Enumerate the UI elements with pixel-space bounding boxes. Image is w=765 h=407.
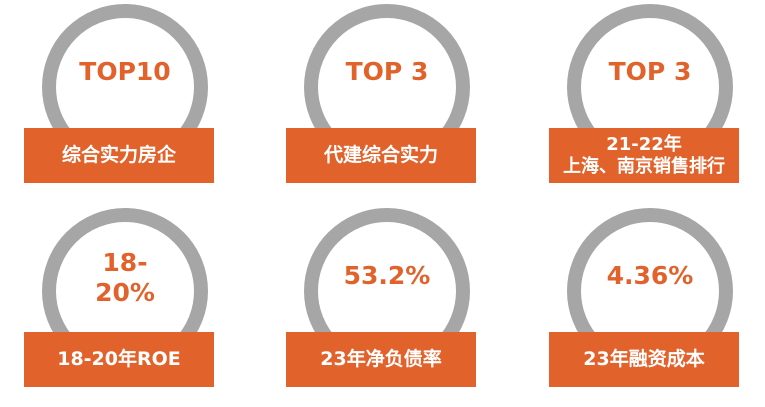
stat-label: 21-22年 上海、南京销售排行 bbox=[549, 128, 739, 183]
stat-value: TOP 3 bbox=[345, 56, 429, 86]
stat-label-line: 21-22年 bbox=[606, 133, 682, 155]
stat-value: 18- 20% bbox=[42, 208, 208, 342]
stat-label: 23年融资成本 bbox=[549, 332, 739, 387]
stat-label: 23年净负债率 bbox=[286, 332, 476, 387]
stat-value: TOP10 bbox=[79, 56, 171, 86]
stat-tile-financing-cost: 4.36% 23年融资成本 bbox=[549, 204, 739, 394]
stat-tile-roe: 18- 20% 18-20年ROE bbox=[24, 204, 214, 394]
stat-label: 18-20年ROE bbox=[24, 332, 214, 387]
stat-tile-rank-construction: TOP 3 代建综合实力 bbox=[286, 0, 476, 190]
stat-label-line: 上海、南京销售排行 bbox=[563, 155, 725, 177]
stat-label: 代建综合实力 bbox=[286, 128, 476, 183]
stat-value: 53.2% bbox=[343, 260, 431, 290]
stat-label: 综合实力房企 bbox=[24, 128, 214, 183]
stat-value: 4.36% bbox=[606, 260, 694, 290]
stat-tile-net-debt-ratio: 53.2% 23年净负债率 bbox=[286, 204, 476, 394]
stat-value-line: 20% bbox=[95, 278, 155, 307]
stat-value: TOP 3 bbox=[608, 56, 692, 86]
stat-tile-rank-overall: TOP10 综合实力房企 bbox=[24, 0, 214, 190]
stat-tile-rank-sales: TOP 3 21-22年 上海、南京销售排行 bbox=[549, 0, 739, 190]
stat-value-line: 18- bbox=[102, 248, 148, 277]
